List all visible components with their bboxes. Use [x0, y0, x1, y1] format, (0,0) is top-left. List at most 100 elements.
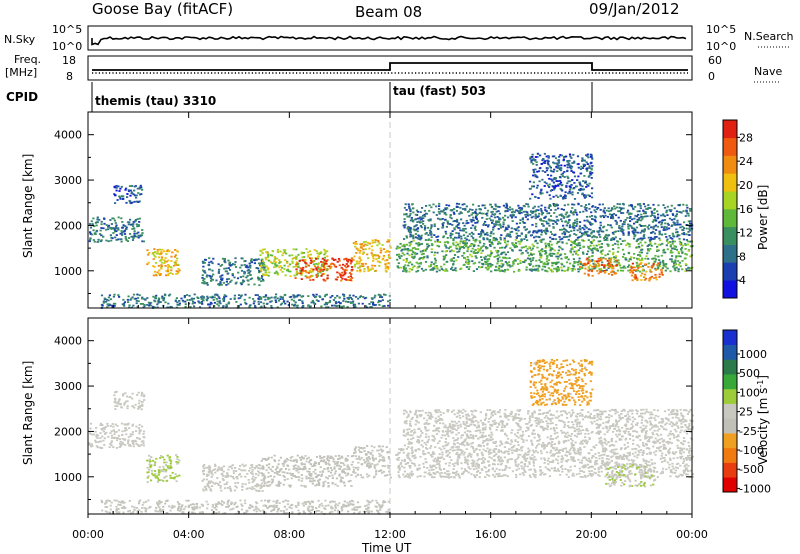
heatmap-cell: [423, 209, 426, 212]
heatmap-cell: [518, 210, 521, 213]
heatmap-cell: [511, 213, 514, 216]
heatmap-cell: [542, 265, 545, 268]
heatmap-cell: [248, 296, 251, 299]
heatmap-cell: [265, 274, 268, 276]
heatmap-cell: [603, 211, 606, 214]
heatmap-cell: [581, 185, 584, 188]
heatmap-cell: [421, 214, 425, 217]
heatmap-cell: [298, 476, 301, 479]
heatmap-cell: [307, 264, 310, 267]
heatmap-cell: [608, 257, 611, 260]
heatmap-cell: [140, 400, 143, 403]
heatmap-cell: [258, 296, 261, 298]
heatmap-cell: [627, 209, 630, 212]
heatmap-cell: [621, 225, 624, 228]
heatmap-cell: [557, 219, 560, 222]
heatmap-cell: [102, 235, 105, 238]
heatmap-cell: [202, 478, 205, 481]
heatmap-cell: [184, 303, 187, 306]
heatmap-cell: [328, 464, 331, 466]
heatmap-cell: [99, 229, 102, 232]
heatmap-cell: [337, 304, 340, 307]
heatmap-cell: [526, 203, 530, 206]
heatmap-cell: [534, 168, 537, 171]
heatmap-cell: [345, 474, 348, 477]
heatmap-cell: [597, 207, 600, 209]
heatmap-cell: [360, 259, 363, 261]
heatmap-cell: [134, 430, 138, 432]
heatmap-cell: [355, 243, 358, 245]
heatmap-cell: [471, 247, 474, 250]
heatmap-cell: [629, 258, 632, 261]
heatmap-cell: [568, 219, 571, 221]
heatmap-cell: [636, 269, 639, 272]
heatmap-cell: [317, 300, 320, 302]
heatmap-cell: [115, 185, 118, 187]
heatmap-cell: [616, 269, 619, 272]
heatmap-cell: [520, 246, 523, 249]
heatmap-cell: [567, 221, 570, 223]
heatmap-cell: [308, 473, 311, 475]
heatmap-cell: [137, 437, 140, 440]
heatmap-cell: [482, 212, 485, 215]
heatmap-cell: [576, 155, 580, 158]
heatmap-cell: [348, 272, 351, 274]
heatmap-cell: [583, 272, 586, 275]
heatmap-cell: [434, 259, 437, 262]
heatmap-cell: [590, 211, 593, 214]
heatmap-cell: [271, 470, 274, 473]
heatmap-cell: [570, 240, 573, 243]
heatmap-cell: [279, 298, 282, 300]
heatmap-cell: [654, 273, 657, 276]
heatmap-cell: [349, 296, 352, 299]
heatmap-cell: [209, 466, 212, 469]
heatmap-cell: [455, 259, 458, 262]
heatmap-cell: [419, 225, 422, 227]
heatmap-cell: [357, 267, 360, 269]
heatmap-cell: [117, 402, 120, 405]
heatmap-cell: [590, 215, 594, 217]
heatmap-cell: [534, 217, 537, 220]
heatmap-cell: [282, 483, 285, 486]
heatmap-cell: [639, 205, 642, 207]
heatmap-cell: [442, 236, 445, 239]
heatmap-cell: [547, 244, 550, 247]
heatmap-cell: [359, 295, 362, 298]
heatmap-cell: [633, 235, 636, 238]
heatmap-cell: [412, 228, 415, 231]
heatmap-cell: [544, 160, 547, 162]
heatmap-cell: [116, 437, 120, 439]
heatmap-cell: [555, 255, 558, 258]
heatmap-cell: [503, 256, 507, 259]
heatmap-cell: [311, 299, 314, 302]
heatmap-cell: [133, 227, 136, 230]
heatmap-cell: [138, 429, 141, 432]
heatmap-cell: [438, 212, 441, 215]
heatmap-cell: [480, 259, 483, 261]
heatmap-cell: [583, 219, 586, 222]
heatmap-cell: [630, 204, 633, 206]
heatmap-cell: [206, 274, 209, 277]
heatmap-cell: [158, 471, 161, 474]
heatmap-cell: [371, 249, 374, 252]
heatmap-cell: [526, 218, 529, 221]
heatmap-cell: [125, 226, 128, 229]
heatmap-cell: [269, 254, 273, 257]
heatmap-cell: [150, 469, 154, 472]
heatmap-cell: [153, 270, 156, 273]
heatmap-cell: [193, 305, 196, 308]
heatmap-cell: [406, 226, 410, 229]
heatmap-cell: [642, 216, 645, 218]
heatmap-cell: [178, 474, 181, 477]
heatmap-cell: [564, 229, 567, 231]
heatmap-cell: [125, 433, 128, 436]
heatmap-cell: [174, 262, 177, 264]
heatmap-cell: [636, 265, 639, 268]
heatmap-cell: [459, 246, 462, 249]
heatmap-cell: [542, 224, 545, 227]
heatmap-cell: [598, 264, 601, 266]
heatmap-cell: [128, 396, 131, 399]
heatmap-cell: [561, 237, 564, 240]
y-tick-label: 1000: [54, 265, 82, 278]
heatmap-cell: [138, 399, 141, 402]
